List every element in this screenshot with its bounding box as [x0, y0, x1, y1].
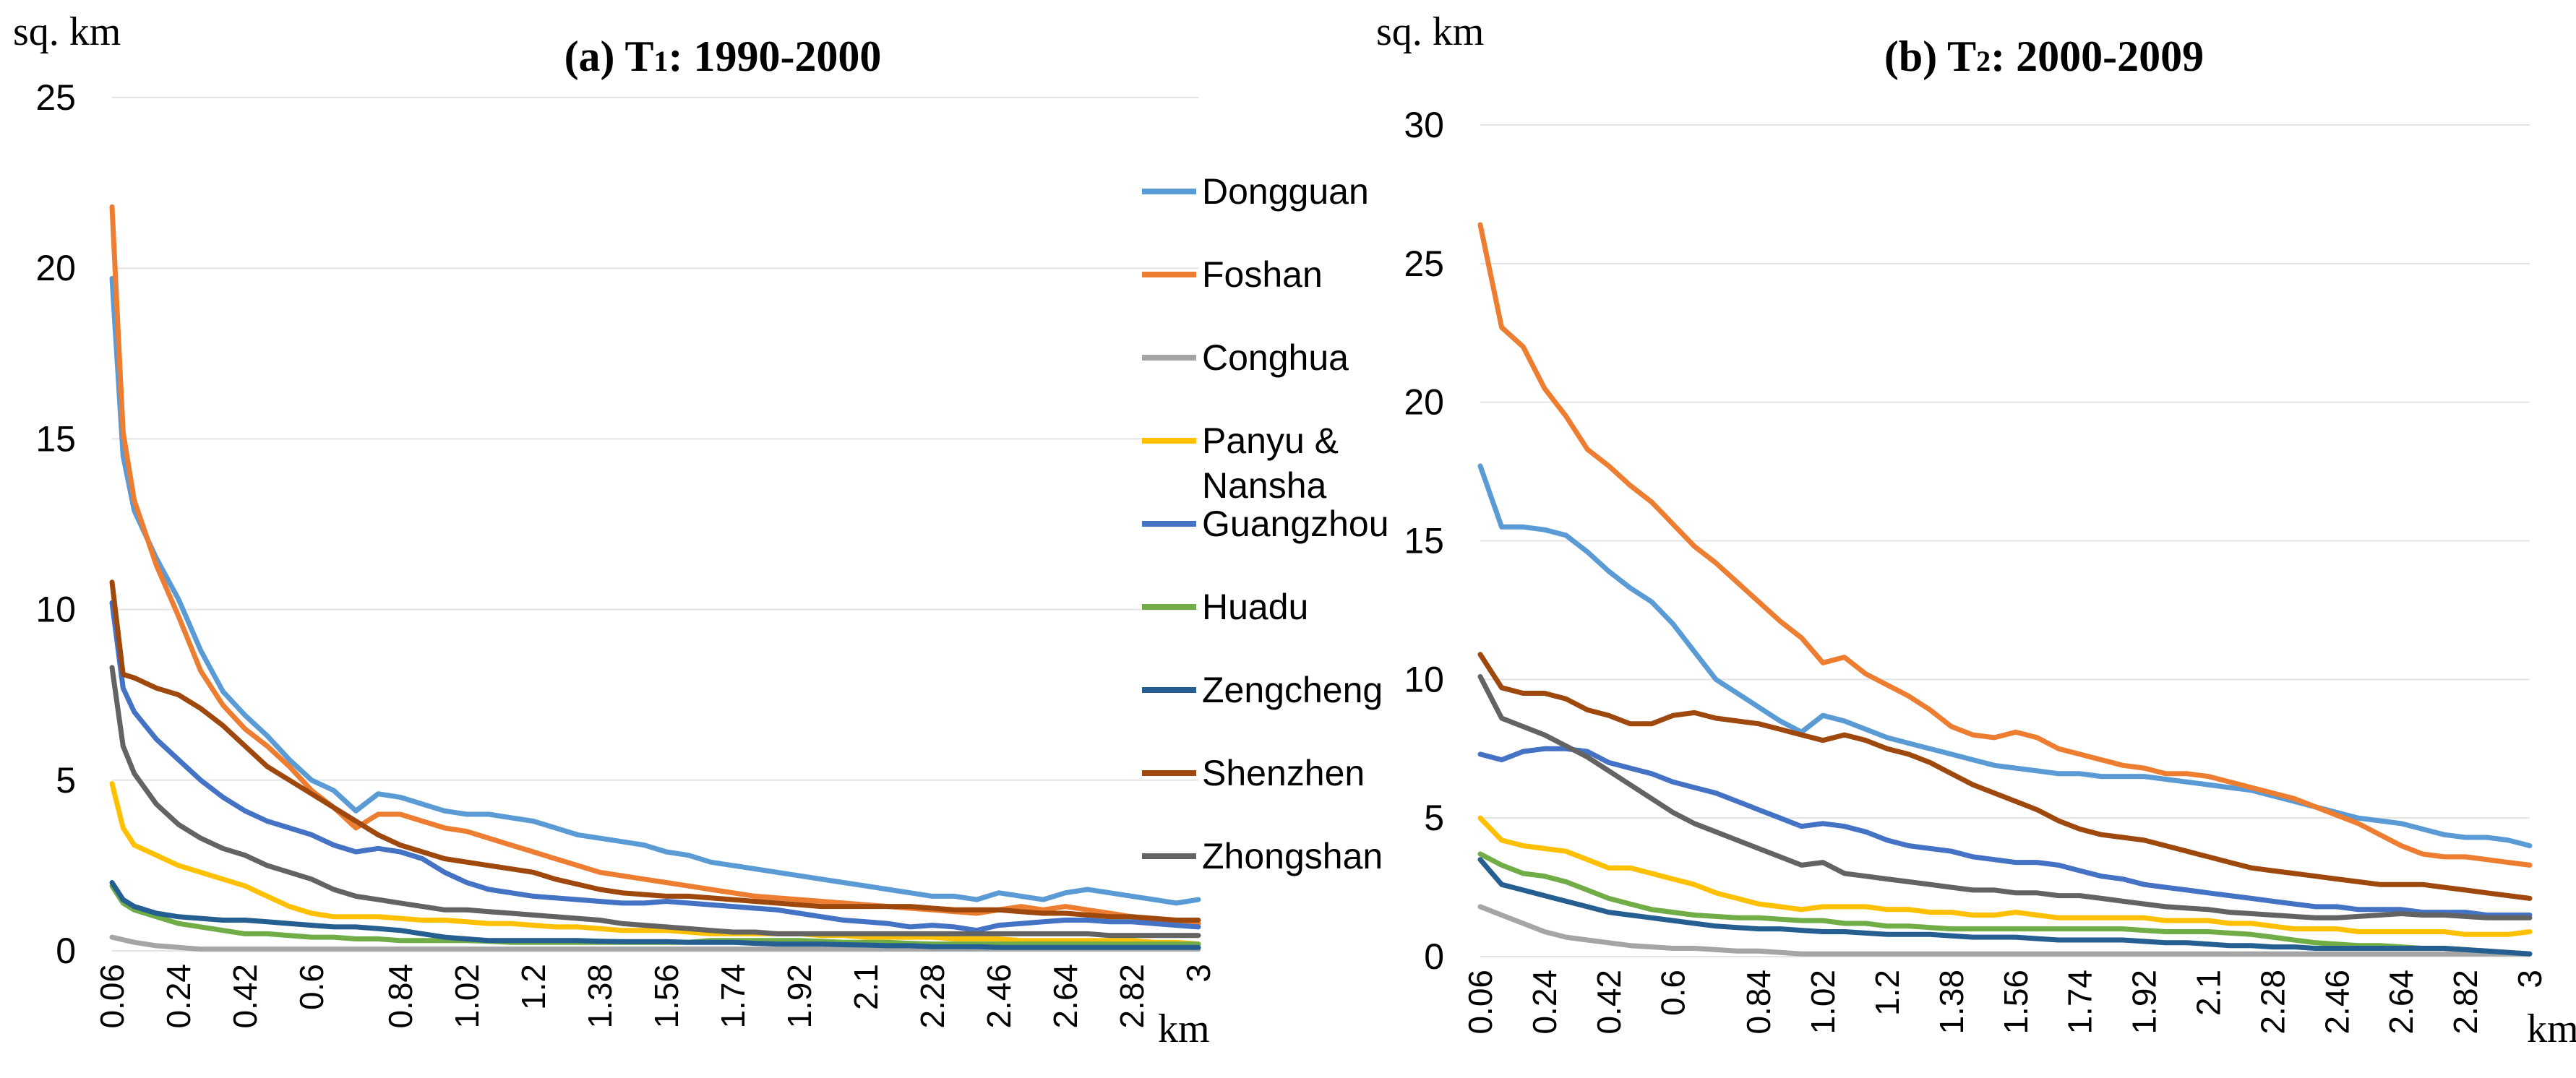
panel-b-y-tick-label: 10	[1404, 659, 1444, 699]
panel-a-x-axis: 0.06 0.24 0.42 0.6 0.84 1.02 1.2 1.38 1.56 1.74 1.…	[93, 964, 1217, 1029]
panel-b-x-tick-label: 1.38	[1933, 970, 1970, 1035]
legend-item-foshan: Foshan	[1142, 254, 1323, 295]
panel-a-x-tick-label: 2.1	[847, 964, 885, 1010]
panel-a-series-foshan	[109, 204, 1201, 926]
panel-b-y-tick-label: 0	[1424, 936, 1444, 977]
panel-b-x-tick-label: 1.2	[1868, 970, 1906, 1016]
panel-b-series-zengcheng	[1477, 857, 2533, 957]
panel-b-x-tick-label: 2.1	[2190, 970, 2228, 1016]
legend-label-foshan: Foshan	[1202, 254, 1323, 295]
panel-b-x-tick-label: 0.24	[1526, 970, 1563, 1035]
legend-label-conghua: Conghua	[1202, 337, 1349, 378]
panel-a-title: (a) T1: 1990-2000	[564, 33, 882, 80]
panel-a-series-dongguan	[109, 275, 1201, 906]
panel-a-x-tick-label: 2.82	[1113, 964, 1151, 1029]
panel-b-y-axis: 0 5 10 15 20 25 30	[1404, 105, 1444, 977]
legend-item-shenzhen: Shenzhen	[1142, 753, 1365, 793]
panel-b-x-tick-label: 3	[2511, 970, 2549, 988]
panel-a-x-tick-label: 1.92	[781, 964, 818, 1029]
panel-a-x-tick-label: 0.24	[160, 964, 197, 1029]
legend-label-dongguan: Dongguan	[1202, 171, 1369, 212]
panel-b-x-tick-label: 2.64	[2382, 970, 2420, 1035]
panel-b-x-tick-label: 2.46	[2318, 970, 2356, 1035]
panel-b-y-tick-label: 5	[1424, 798, 1444, 838]
panel-a-x-unit: km	[1158, 1006, 1210, 1051]
panel-a-x-tick-label: 1.2	[515, 964, 552, 1010]
panel-b-title: (b) T2: 2000-2009	[1884, 33, 2204, 80]
panel-a-x-tick-label: 2.28	[914, 964, 951, 1029]
legend-label-panyu-nansha: Panyu & Nansha	[1202, 421, 1339, 506]
panel-a-y-tick-label: 10	[35, 590, 76, 630]
panel-a-x-tick-label: 0.06	[93, 964, 131, 1029]
panel-b-y-tick-label: 25	[1404, 243, 1444, 284]
legend-item-dongguan: Dongguan	[1142, 171, 1369, 212]
panel-b-x-tick-label: 1.74	[2061, 970, 2099, 1035]
panel-b-series-huadu	[1477, 851, 2533, 957]
panel-b-x-tick-label: 1.92	[2126, 970, 2163, 1035]
panel-a-x-tick-label: 0.84	[382, 964, 419, 1029]
panel-a-chart: sq. km (a) T1: 1990-2000 0 5 10 15 20 25 0.06…	[13, 9, 1389, 1051]
legend-item-conghua: Conghua	[1142, 337, 1349, 378]
legend-label-zengcheng: Zengcheng	[1202, 670, 1383, 710]
panel-b-series	[1477, 222, 2533, 957]
panel-b-x-unit: km	[2527, 1006, 2576, 1051]
panel-b-x-tick-label: 1.56	[1997, 970, 2035, 1035]
legend-label-shenzhen: Shenzhen	[1202, 753, 1365, 793]
panel-a-x-tick-label: 2.46	[980, 964, 1018, 1029]
panel-a-x-tick-label: 1.38	[581, 964, 619, 1029]
panel-a-series-zhongshan	[109, 665, 1201, 939]
panel-a-x-tick-label: 2.64	[1047, 964, 1084, 1029]
panel-a-y-tick-label: 20	[35, 248, 76, 288]
panel-b-y-tick-label: 20	[1404, 382, 1444, 423]
panel-b-y-unit: sq. km	[1376, 9, 1484, 54]
panel-b-series-conghua	[1477, 904, 2533, 957]
panel-a-x-tick-label: 0.6	[293, 964, 330, 1010]
panel-a-x-tick-label: 3	[1180, 964, 1217, 983]
panel-b-x-tick-label: 2.28	[2254, 970, 2291, 1035]
panel-b-x-tick-label: 0.84	[1740, 970, 1777, 1035]
panel-a-x-tick-label: 0.42	[226, 964, 264, 1029]
panel-a-series-shenzhen	[109, 579, 1201, 923]
panel-b-x-tick-label: 0.06	[1461, 970, 1499, 1035]
panel-b-x-tick-label: 0.42	[1590, 970, 1628, 1035]
panel-a-x-tick-label: 1.56	[648, 964, 685, 1029]
legend-item-zengcheng: Zengcheng	[1142, 670, 1383, 710]
panel-b-x-tick-label: 1.02	[1804, 970, 1842, 1035]
panel-b-series-dongguan	[1477, 463, 2533, 848]
panel-a-x-tick-label: 1.02	[448, 964, 486, 1029]
legend-item-guangzhou: Guangzhou	[1142, 504, 1389, 544]
legend-item-panyu-nansha: Panyu & Nansha	[1142, 421, 1339, 506]
panel-a-series-panyu-nansha	[109, 781, 1201, 947]
panel-b-y-tick-label: 30	[1404, 105, 1444, 145]
panel-a-y-axis: 0 5 10 15 20 25	[35, 77, 76, 971]
panel-b-series-foshan	[1477, 222, 2533, 868]
panel-a-x-tick-label: 1.74	[714, 964, 752, 1029]
panel-b-x-tick-label: 0.6	[1654, 970, 1692, 1016]
panel-b-series-zhongshan	[1477, 674, 2533, 920]
panel-b-series-guangzhou	[1477, 746, 2533, 918]
panel-b-y-tick-label: 15	[1404, 521, 1444, 561]
legend-item-zhongshan: Zhongshan	[1142, 836, 1383, 876]
panel-b-x-axis: 0.06 0.24 0.42 0.6 0.84 1.02 1.2 1.38 1.56 1.74 1.…	[1461, 970, 2549, 1035]
panel-a-series-zengcheng	[109, 880, 1201, 950]
legend-label-huadu: Huadu	[1202, 587, 1308, 627]
legend: Dongguan Foshan Conghua Panyu & NanshaGuangz…	[1142, 171, 1389, 876]
legend-label-zhongshan: Zhongshan	[1202, 836, 1383, 876]
legend-item-huadu: Huadu	[1142, 587, 1308, 627]
panel-a-y-tick-label: 15	[35, 418, 76, 459]
panel-a-y-tick-label: 25	[35, 77, 76, 118]
panel-a-series-guangzhou	[109, 600, 1201, 933]
panel-a-y-unit: sq. km	[13, 9, 121, 54]
panel-a-y-tick-label: 0	[56, 931, 76, 971]
panel-a-series	[109, 204, 1201, 952]
panel-a-y-tick-label: 5	[56, 760, 76, 801]
panel-b-series-panyu-nansha	[1477, 815, 2533, 937]
panel-b-gridlines	[1480, 124, 2530, 957]
panel-b-series-shenzhen	[1477, 652, 2533, 901]
legend-label-guangzhou: Guangzhou	[1202, 504, 1389, 544]
panel-b-chart: sq. km (b) T2: 2000-2009 0 5 10 15 20 25 30 0.…	[1376, 9, 2576, 1051]
panel-b-x-tick-label: 2.82	[2447, 970, 2484, 1035]
